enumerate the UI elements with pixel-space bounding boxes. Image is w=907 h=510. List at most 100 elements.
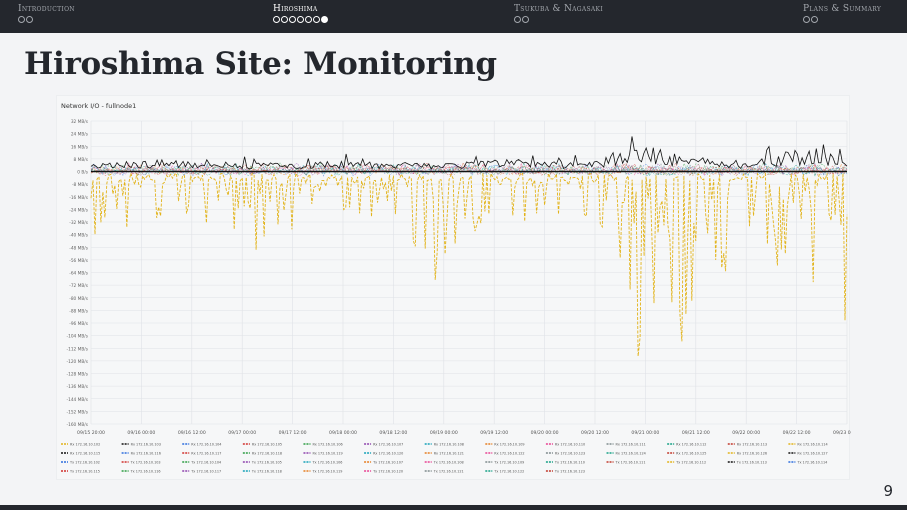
nav-dot[interactable] [514, 16, 521, 23]
y-tick-label: -136 MB/s [67, 384, 89, 390]
x-tick-label: 09/22 00:00 [732, 430, 760, 436]
chart-legend: Rx 172.16.10.102 Rx 172.16.10.103 Rx 172.1… [61, 443, 828, 474]
x-tick-label: 09/17 00:00 [228, 430, 256, 436]
nav-dot[interactable] [803, 16, 810, 23]
y-tick-label: 32 MB/s [71, 119, 89, 125]
legend-label: Tx 172.16.10.109 [493, 461, 524, 465]
x-tick-label: 09/21 12:00 [682, 430, 710, 436]
y-tick-label: -96 MB/s [69, 321, 88, 327]
legend-label: Tx 172.16.10.107 [372, 461, 403, 465]
nav-dot[interactable] [522, 16, 529, 23]
legend-label: Rx 172.16.10.109 [494, 443, 524, 447]
page-number: 9 [883, 482, 893, 500]
legend-label: Rx 172.16.10.126 [737, 452, 767, 456]
nav-dot[interactable] [289, 16, 296, 23]
x-tick-label: 09/21 00:00 [631, 430, 659, 436]
y-tick-label: 0 B/s [77, 170, 88, 176]
legend-label: Tx 172.16.10.122 [493, 470, 524, 474]
y-axis-ticks: 32 MB/s 24 MB/s 16 MB/s 8 MB/s 0 B/s -8 MB/s -… [67, 119, 89, 428]
y-tick-label: -160 MB/s [67, 422, 89, 428]
nav-progress-dots [803, 16, 881, 24]
legend-label: Tx 172.16.10.116 [130, 470, 161, 474]
nav-dot[interactable] [18, 16, 25, 23]
y-tick-label: -152 MB/s [67, 409, 89, 415]
y-tick-label: -120 MB/s [67, 359, 89, 365]
x-tick-label: 09/17 12:00 [279, 430, 307, 436]
series-line-host [90, 162, 848, 178]
y-tick-label: 24 MB/s [71, 132, 89, 138]
series-line-outbound [90, 171, 848, 357]
x-tick-label: 09/19 00:00 [430, 430, 458, 436]
y-tick-label: -144 MB/s [67, 397, 89, 403]
nav-progress-dots [514, 16, 603, 24]
y-tick-label: -24 MB/s [69, 207, 88, 213]
legend-label: Tx 172.16.10.118 [251, 470, 282, 474]
y-tick-label: -8 MB/s [72, 182, 89, 188]
slide-title: Hiroshima Site: Monitoring [24, 46, 497, 82]
legend-label: Rx 172.16.10.124 [616, 452, 646, 456]
nav-dot[interactable] [297, 16, 304, 23]
legend-label: Rx 172.16.10.114 [797, 443, 827, 447]
legend-label: Rx 172.16.10.106 [312, 443, 342, 447]
nav-section-title: Introduction [18, 4, 75, 14]
legend-label: Rx 172.16.10.125 [676, 452, 706, 456]
y-tick-label: -32 MB/s [69, 220, 88, 226]
legend-label: Rx 172.16.10.119 [312, 452, 342, 456]
legend-label: Rx 172.16.10.103 [131, 443, 161, 447]
y-tick-label: -104 MB/s [67, 334, 89, 340]
y-tick-label: -80 MB/s [69, 296, 88, 302]
legend-label: Rx 172.16.10.108 [434, 443, 464, 447]
chart-panel: Network I/O - fullnode1 32 MB/s 24 MB/s 16… [56, 95, 851, 480]
chart-series [90, 136, 848, 357]
legend-label: Rx 172.16.10.116 [131, 452, 161, 456]
x-tick-label: 09/18 12:00 [379, 430, 407, 436]
nav-dot[interactable] [811, 16, 818, 23]
nav-section-title: Tsukuba & Nagasaki [514, 4, 603, 14]
legend-label: Tx 172.16.10.111 [615, 461, 646, 465]
x-tick-label: 09/16 00:00 [127, 430, 155, 436]
series-line-inbound [90, 136, 848, 170]
series-line-host [90, 162, 848, 177]
nav-dot[interactable] [281, 16, 288, 23]
legend-label: Rx 172.16.10.105 [252, 443, 282, 447]
nav-section-title: Hiroshima [273, 4, 318, 14]
legend-label: Rx 172.16.10.118 [252, 452, 282, 456]
x-axis-ticks: 09/15 20:00 09/16 00:00 09/16 12:00 09/17 0… [77, 430, 851, 436]
nav-section-plans-summary[interactable]: Plans & Summary [803, 4, 881, 24]
legend-label: Rx 172.16.10.127 [797, 452, 827, 456]
legend-label: Rx 172.16.10.102 [70, 443, 100, 447]
y-tick-label: -16 MB/s [69, 195, 88, 201]
nav-dot[interactable] [26, 16, 33, 23]
x-tick-label: 09/16 12:00 [178, 430, 206, 436]
legend-label: Tx 172.16.10.115 [69, 470, 100, 474]
legend-label: Rx 172.16.10.117 [191, 452, 221, 456]
y-tick-label: -40 MB/s [69, 233, 88, 239]
x-tick-label: 09/20 00:00 [531, 430, 559, 436]
nav-section-tsukuba-nagasaki[interactable]: Tsukuba & Nagasaki [514, 4, 603, 24]
network-io-chart: Network I/O - fullnode1 32 MB/s 24 MB/s 16… [61, 102, 851, 474]
x-tick-label: 09/20 12:00 [581, 430, 609, 436]
nav-section-introduction[interactable]: Introduction [18, 4, 75, 24]
nav-dot[interactable] [321, 16, 328, 23]
chart-grid [90, 120, 848, 425]
nav-dot[interactable] [305, 16, 312, 23]
legend-label: Tx 172.16.10.106 [311, 461, 342, 465]
y-tick-label: 16 MB/s [71, 144, 89, 150]
nav-dot[interactable] [313, 16, 320, 23]
nav-dot[interactable] [273, 16, 280, 23]
y-tick-label: -128 MB/s [67, 372, 89, 378]
legend-label: Rx 172.16.10.121 [434, 452, 464, 456]
legend-label: Tx 172.16.10.103 [130, 461, 161, 465]
legend-label: Tx 172.16.10.108 [433, 461, 464, 465]
legend-label: Rx 172.16.10.107 [373, 443, 403, 447]
y-tick-label: 8 MB/s [74, 157, 89, 163]
legend-label: Rx 172.16.10.122 [494, 452, 524, 456]
series-line-host [90, 162, 848, 177]
legend-label: Tx 172.16.10.123 [554, 470, 585, 474]
nav-section-hiroshima[interactable]: Hiroshima [273, 4, 328, 24]
legend-label: Tx 172.16.10.114 [796, 461, 827, 465]
nav-section-title: Plans & Summary [803, 4, 882, 14]
chart-title: Network I/O - fullnode1 [61, 102, 136, 110]
legend-label: Rx 172.16.10.113 [737, 443, 767, 447]
legend-label: Tx 172.16.10.104 [190, 461, 221, 465]
